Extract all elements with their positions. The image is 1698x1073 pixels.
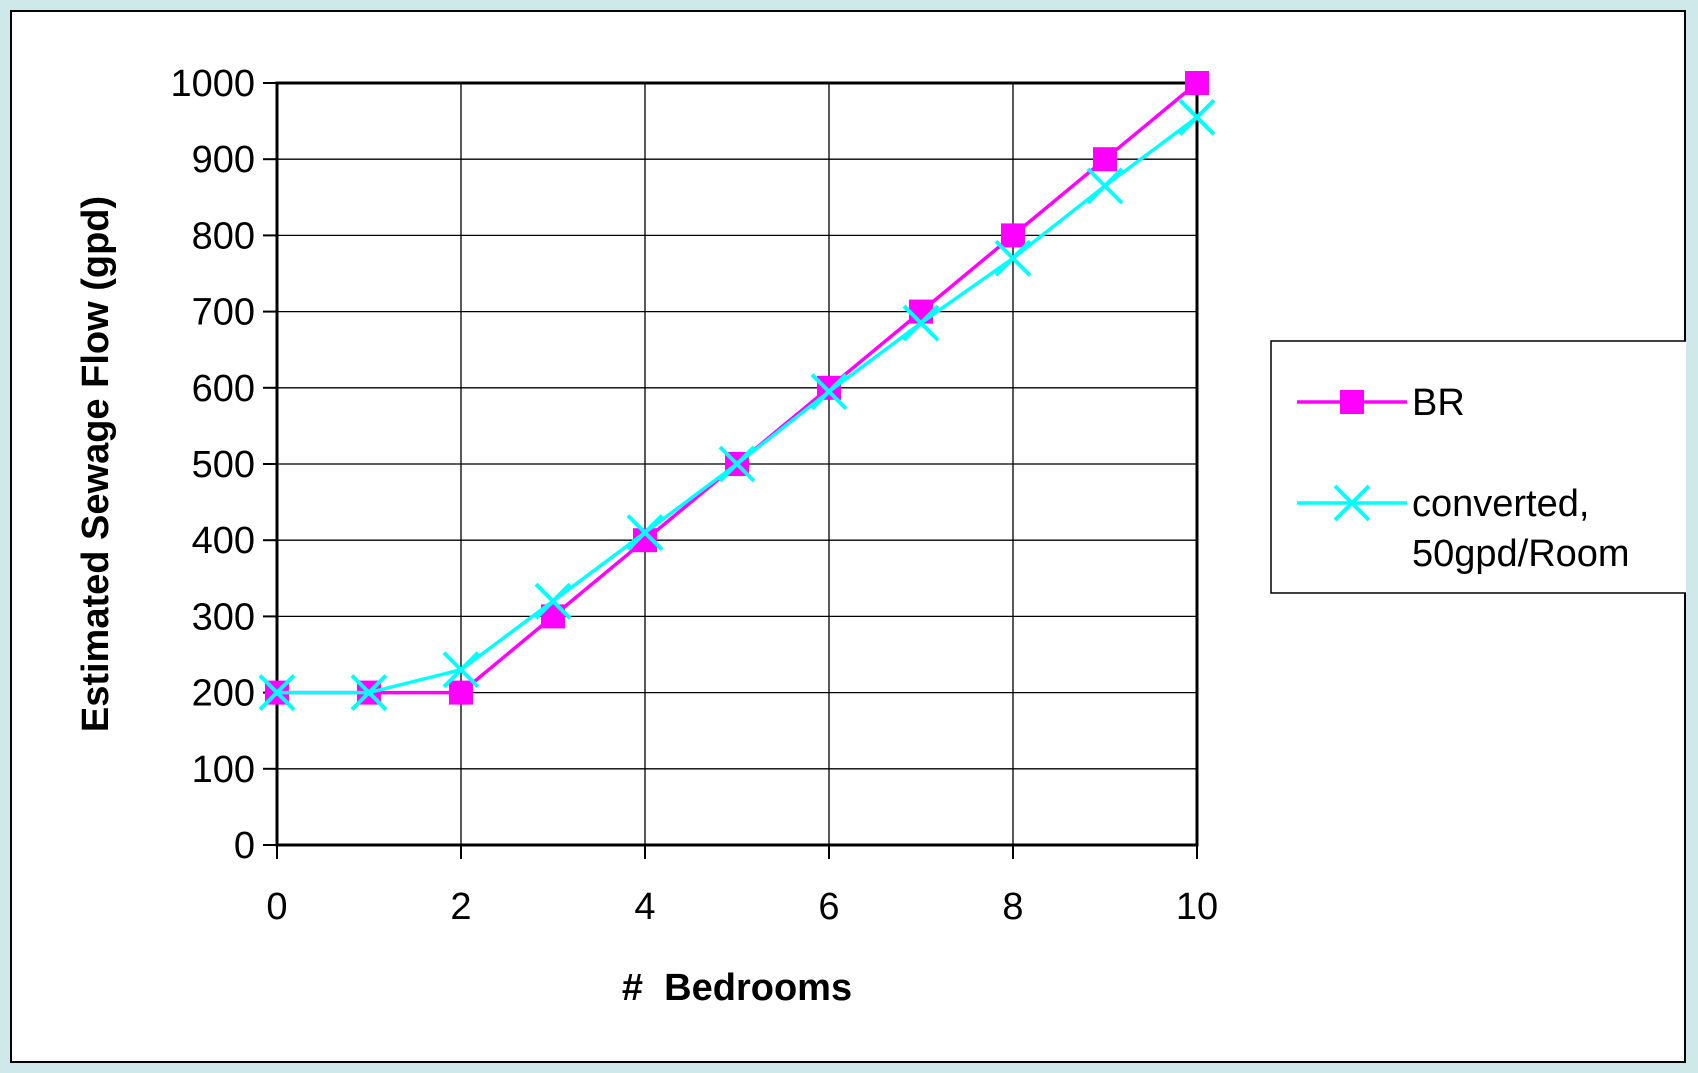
x-marker (350, 674, 388, 712)
y-tick-label: 200 (192, 673, 255, 715)
square-marker (1001, 223, 1025, 248)
legend: BR converted, 50gpd/Room (1270, 340, 1686, 594)
square-marker (1340, 390, 1364, 414)
legend-item: BR (1297, 382, 1465, 424)
y-tick-label: 700 (192, 292, 255, 334)
chart-frame: 0 100 200 300 400 500 600 700 800 900 1000 0 2 4 6 8 10 … (10, 10, 1686, 1063)
series-group (258, 71, 1216, 712)
y-tick-label: 300 (192, 596, 255, 638)
square-marker (449, 680, 473, 705)
y-tick-label: 800 (192, 215, 255, 257)
legend-label: BR (1412, 382, 1465, 424)
x-marker (810, 373, 848, 411)
series-converted (258, 98, 1216, 712)
x-marker (902, 304, 940, 342)
y-tick-label: 900 (192, 139, 255, 181)
x-tick-label: 8 (1002, 886, 1023, 928)
x-tick-label: 0 (266, 886, 287, 928)
x-tick-label: 2 (450, 886, 471, 928)
legend-label: 50gpd/Room (1412, 533, 1630, 575)
x-marker (994, 239, 1032, 277)
axis-ticks: 0 100 200 300 400 500 600 700 800 900 1000 0 2 4 6 8 10 (170, 63, 1218, 928)
x-marker (258, 674, 296, 712)
x-marker (1333, 484, 1371, 522)
x-tick-label: 10 (1176, 886, 1218, 928)
y-tick-label: 1000 (170, 63, 255, 105)
square-marker (1093, 147, 1117, 172)
legend-box (1270, 340, 1686, 594)
x-marker (442, 651, 480, 689)
x-tick-label: 4 (634, 886, 655, 928)
series-line (277, 115, 1199, 695)
x-marker (718, 445, 756, 483)
square-marker (1185, 71, 1209, 95)
y-tick-label: 0 (234, 825, 255, 867)
x-axis-title: # Bedrooms (622, 967, 852, 1009)
x-marker (1086, 167, 1124, 205)
square-marker (909, 299, 933, 324)
x-marker (1178, 98, 1216, 136)
y-tick-label: 400 (192, 520, 255, 562)
y-tick-label: 100 (192, 749, 255, 791)
y-axis-title: Estimated Sewage Flow (gpd) (75, 196, 117, 732)
x-tick-label: 6 (818, 886, 839, 928)
legend-label: converted, (1412, 483, 1589, 525)
x-marker (626, 514, 664, 551)
y-tick-label: 600 (192, 368, 255, 410)
y-tick-label: 500 (192, 444, 255, 486)
legend-item: converted, 50gpd/Room (1297, 483, 1630, 575)
x-marker (534, 582, 572, 620)
